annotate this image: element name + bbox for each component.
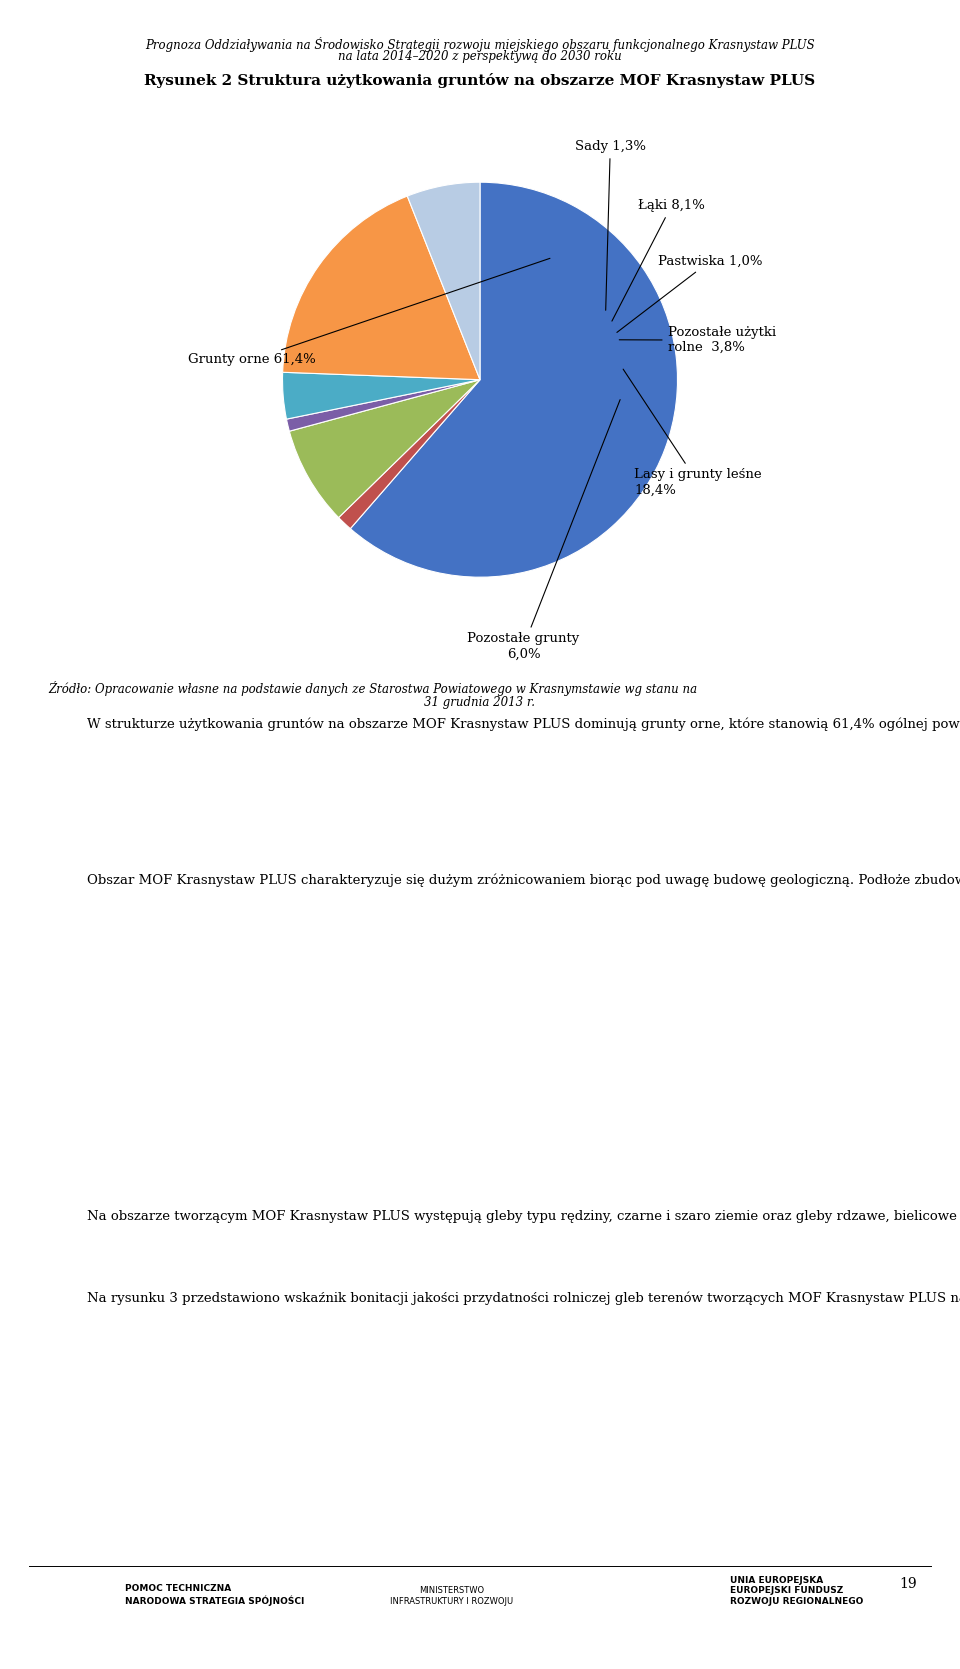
Text: na lata 2014–2020 z perspektywą do 2030 roku: na lata 2014–2020 z perspektywą do 2030 …	[338, 50, 622, 63]
Text: Grunty orne 61,4%: Grunty orne 61,4%	[188, 259, 550, 367]
Wedge shape	[282, 195, 480, 381]
Wedge shape	[286, 381, 480, 431]
Text: POMOC TECHNICZNA
NARODOWA STRATEGIA SPÓJNOŚCI: POMOC TECHNICZNA NARODOWA STRATEGIA SPÓJ…	[125, 1584, 304, 1606]
Wedge shape	[407, 182, 480, 381]
Text: W strukturze użytkowania gruntów na obszarze MOF Krasnystaw PLUS dominują grunty: W strukturze użytkowania gruntów na obsz…	[53, 718, 960, 731]
Text: 19: 19	[900, 1577, 917, 1591]
Wedge shape	[339, 381, 480, 529]
Wedge shape	[350, 182, 678, 577]
Text: Pozostałe użytki
rolne  3,8%: Pozostałe użytki rolne 3,8%	[619, 325, 776, 354]
Text: MINISTERSTWO
INFRASTRUKTURY I ROZWOJU: MINISTERSTWO INFRASTRUKTURY I ROZWOJU	[390, 1586, 513, 1606]
Text: Obszar MOF Krasnystaw PLUS charakteryzuje się dużym zróżnicowaniem biorąc pod uw: Obszar MOF Krasnystaw PLUS charakteryzuj…	[53, 873, 960, 886]
Text: Rysunek 2 Struktura użytkowania gruntów na obszarze MOF Krasnystaw PLUS: Rysunek 2 Struktura użytkowania gruntów …	[144, 73, 816, 88]
Wedge shape	[289, 381, 480, 517]
Text: UNIA EUROPEJSKA
EUROPEJSKI FUNDUSZ
ROZWOJU REGIONALNEGO: UNIA EUROPEJSKA EUROPEJSKI FUNDUSZ ROZWO…	[730, 1576, 863, 1606]
Text: 31 grudnia 2013 r.: 31 grudnia 2013 r.	[424, 696, 536, 709]
Text: Źródło: Opracowanie własne na podstawie danych ze Starostwa Powiatowego w Krasny: Źródło: Opracowanie własne na podstawie …	[48, 681, 697, 696]
Text: Na rysunku 3 przedstawiono wskaźnik bonitacji jakości przydatności rolniczej gle: Na rysunku 3 przedstawiono wskaźnik boni…	[53, 1292, 960, 1305]
Text: Lasy i grunty leśne
18,4%: Lasy i grunty leśne 18,4%	[623, 369, 761, 496]
Text: Na obszarze tworzącym MOF Krasnystaw PLUS występują gleby typu rędziny, czarne i: Na obszarze tworzącym MOF Krasnystaw PLU…	[53, 1210, 960, 1223]
Text: Pastwiska 1,0%: Pastwiska 1,0%	[617, 255, 762, 332]
Text: Prognoza Oddziaływania na Środowisko Strategii rozwoju miejskiego obszaru funkcj: Prognoza Oddziaływania na Środowisko Str…	[145, 37, 815, 52]
Text: Sady 1,3%: Sady 1,3%	[575, 140, 646, 310]
Wedge shape	[282, 372, 480, 419]
Text: Pozostałe grunty
6,0%: Pozostałe grunty 6,0%	[468, 399, 620, 661]
Text: Łąki 8,1%: Łąki 8,1%	[612, 199, 705, 320]
